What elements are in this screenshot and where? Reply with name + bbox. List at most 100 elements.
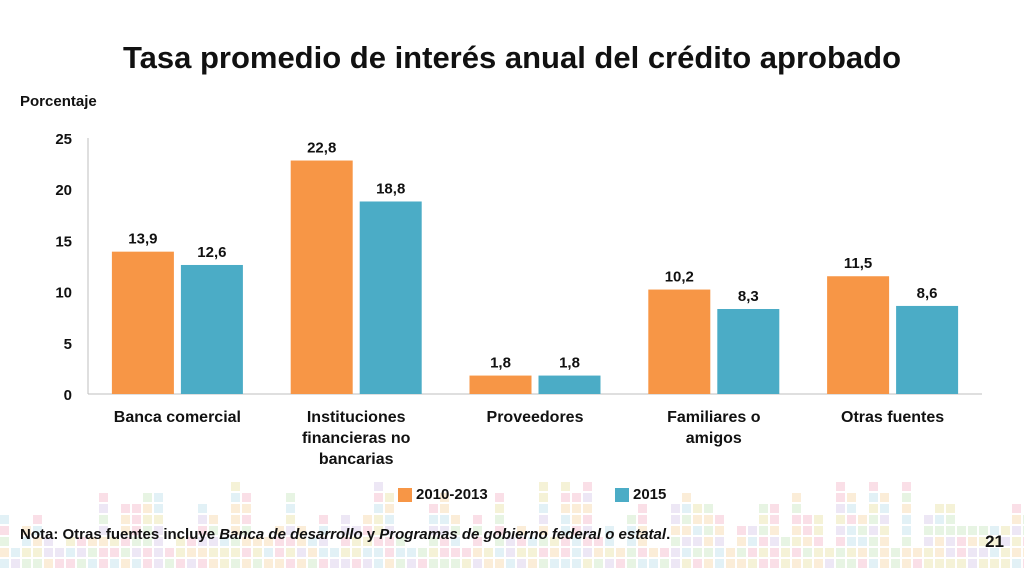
decorative-block (561, 548, 570, 557)
decorative-block (473, 559, 482, 568)
decorative-block (814, 526, 823, 535)
footnote-middle: y (362, 526, 380, 543)
decorative-block (561, 559, 570, 568)
decorative-block (286, 537, 295, 546)
decorative-block (198, 526, 207, 535)
decorative-block (374, 537, 383, 546)
bar-2015-2 (538, 375, 601, 394)
decorative-block (605, 537, 614, 546)
decorative-block (330, 559, 339, 568)
decorative-block (836, 482, 845, 491)
decorative-block (99, 515, 108, 524)
decorative-block (352, 559, 361, 568)
decorative-block (429, 526, 438, 535)
decorative-block (1001, 526, 1010, 535)
decorative-block (275, 559, 284, 568)
decorative-block (77, 548, 86, 557)
decorative-block (759, 504, 768, 513)
decorative-block (561, 537, 570, 546)
decorative-block (154, 559, 163, 568)
decorative-block (143, 504, 152, 513)
decorative-block (539, 515, 548, 524)
decorative-block (572, 548, 581, 557)
decorative-block (869, 493, 878, 502)
decorative-block (495, 515, 504, 524)
decorative-block (902, 537, 911, 546)
decorative-block (946, 559, 955, 568)
decorative-block (902, 493, 911, 502)
decorative-block (759, 526, 768, 535)
decorative-block (880, 526, 889, 535)
decorative-block (704, 526, 713, 535)
data-label: 12,6 (197, 244, 226, 261)
decorative-block (132, 515, 141, 524)
decorative-block (539, 482, 548, 491)
decorative-block (770, 504, 779, 513)
decorative-block (121, 537, 130, 546)
decorative-block (770, 526, 779, 535)
decorative-block (946, 515, 955, 524)
decorative-block (165, 559, 174, 568)
decorative-block (814, 515, 823, 524)
decorative-block (33, 515, 42, 524)
decorative-block (759, 515, 768, 524)
decorative-block (55, 548, 64, 557)
decorative-block (231, 515, 240, 524)
decorative-block (286, 515, 295, 524)
decorative-block (748, 559, 757, 568)
decorative-block (374, 548, 383, 557)
decorative-block (880, 548, 889, 557)
decorative-block (231, 504, 240, 513)
decorative-block (671, 504, 680, 513)
decorative-block (561, 493, 570, 502)
decorative-block (484, 548, 493, 557)
decorative-block (66, 559, 75, 568)
decorative-block (165, 548, 174, 557)
decorative-block (209, 515, 218, 524)
decorative-block (231, 526, 240, 535)
decorative-block (572, 493, 581, 502)
decorative-block (803, 559, 812, 568)
decorative-block (836, 515, 845, 524)
decorative-block (572, 526, 581, 535)
page-title: Tasa promedio de interés anual del crédi… (122, 40, 902, 75)
data-label: 1,8 (559, 355, 580, 372)
legend-swatch-2015 (615, 487, 629, 502)
bar-2015-0 (180, 264, 243, 394)
decorative-block (110, 559, 119, 568)
decorative-block (605, 548, 614, 557)
decorative-block (44, 559, 53, 568)
bar-2010-2013-4 (827, 276, 890, 394)
decorative-block (627, 537, 636, 546)
decorative-block (418, 559, 427, 568)
decorative-block (132, 537, 141, 546)
decorative-block (561, 515, 570, 524)
decorative-block (121, 548, 130, 557)
decorative-block (770, 559, 779, 568)
decorative-block (638, 537, 647, 546)
decorative-block (836, 537, 845, 546)
bar-2015-1 (359, 201, 422, 394)
decorative-block (946, 526, 955, 535)
x-tick-label: bancarias (319, 451, 394, 468)
decorative-block (583, 482, 592, 491)
decorative-block (539, 559, 548, 568)
decorative-block (748, 526, 757, 535)
decorative-block (869, 504, 878, 513)
decorative-block (715, 559, 724, 568)
data-label: 8,3 (738, 288, 759, 305)
decorative-block (451, 515, 460, 524)
decorative-block (990, 526, 999, 535)
decorative-block (902, 526, 911, 535)
decorative-block (825, 559, 834, 568)
decorative-block (176, 537, 185, 546)
decorative-block (517, 537, 526, 546)
decorative-block (1012, 515, 1021, 524)
decorative-block (704, 504, 713, 513)
decorative-block (385, 537, 394, 546)
decorative-block (429, 537, 438, 546)
decorative-block (682, 526, 691, 535)
decorative-block (572, 504, 581, 513)
decorative-block (363, 526, 372, 535)
decorative-block (242, 493, 251, 502)
